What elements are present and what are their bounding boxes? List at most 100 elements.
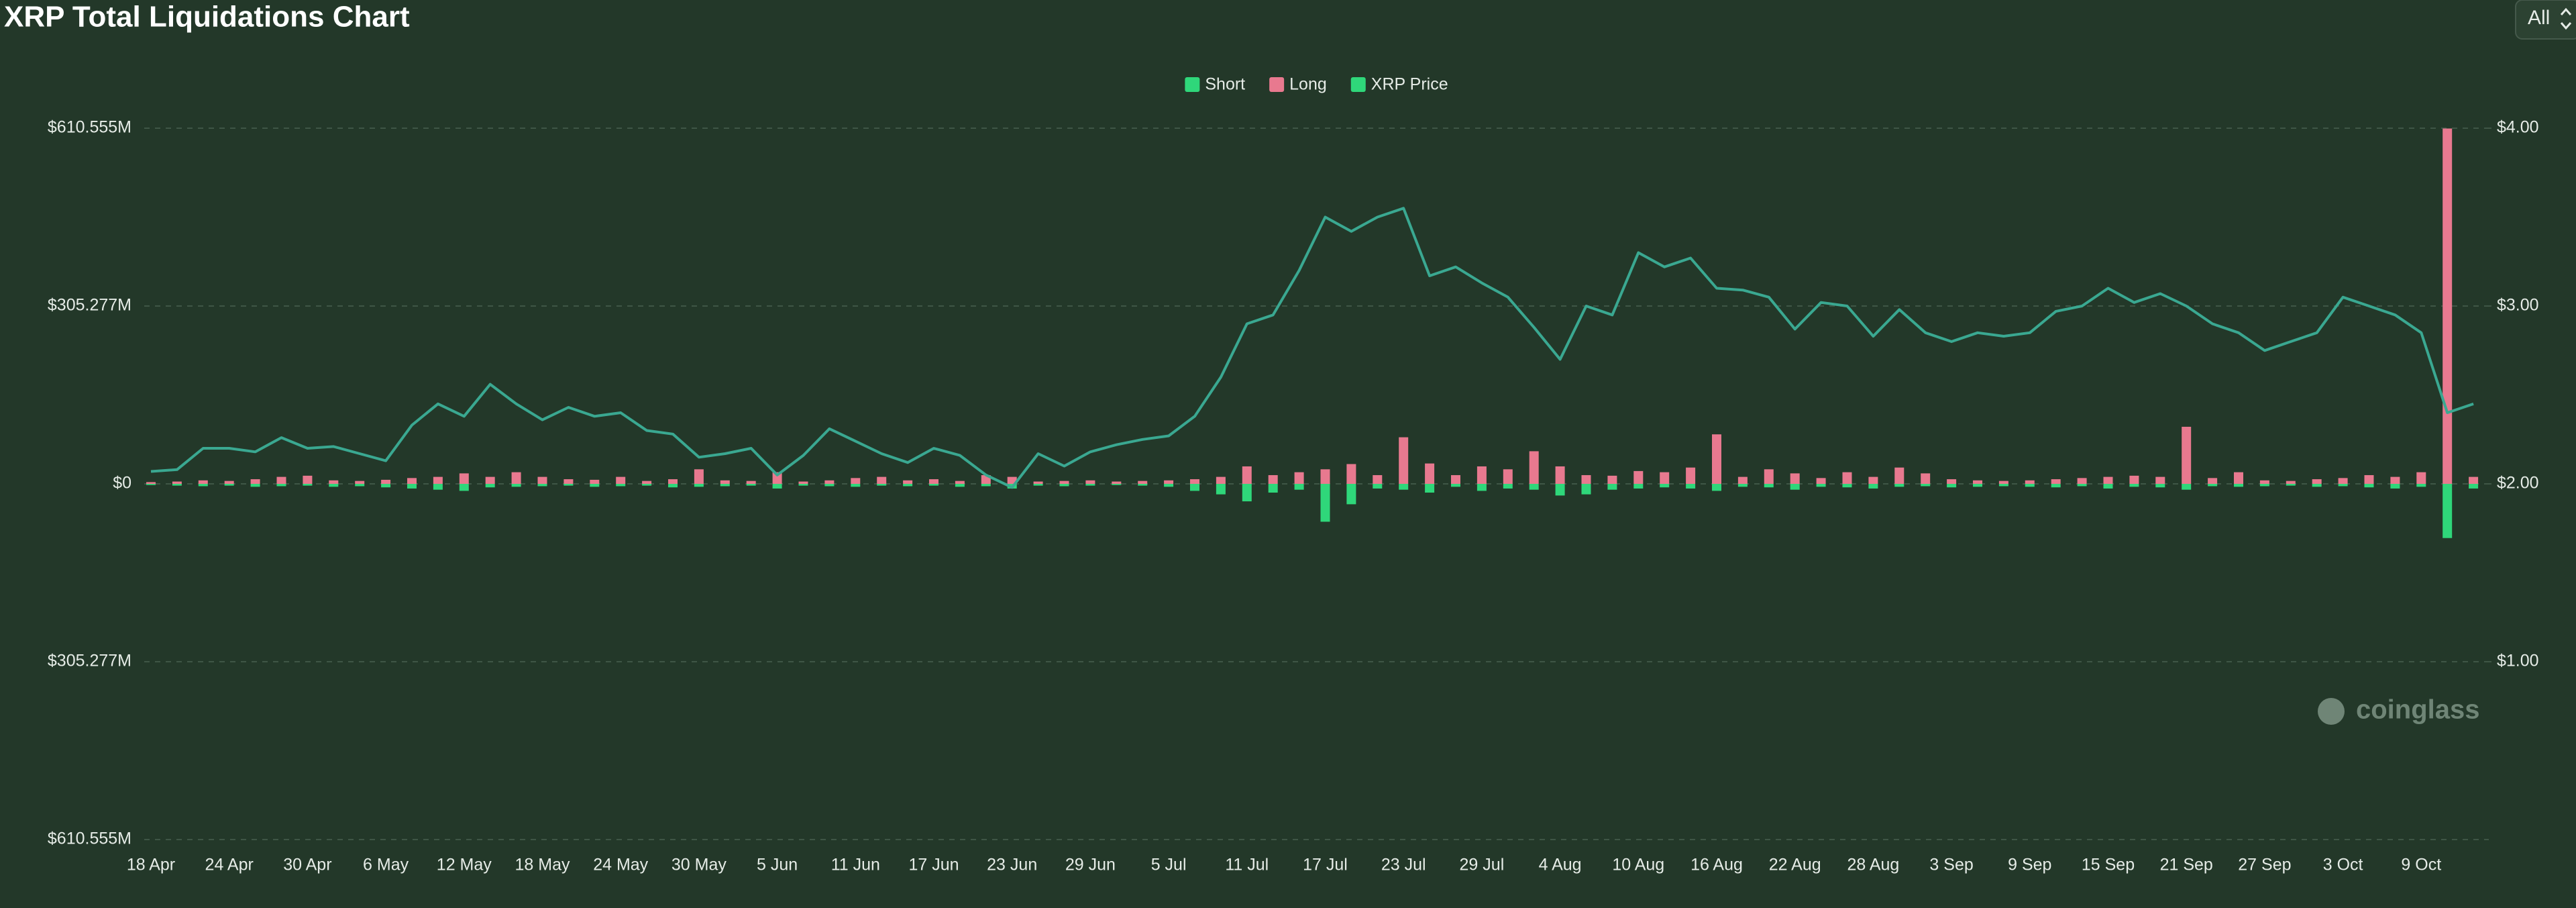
x-tick-label: 17 Jun [908,856,959,874]
bar [1555,466,1565,484]
bar [1998,481,2008,484]
bar [1138,484,1148,486]
bar [2364,474,2374,484]
bar [929,479,938,484]
bar [1581,474,1591,484]
watermark-icon [2318,698,2345,725]
bar [1268,474,1278,484]
legend-swatch [1269,77,1285,92]
bar [1816,484,1826,487]
bar [1712,434,1721,484]
bar [2416,472,2426,484]
bar [2259,484,2269,487]
bar [1529,451,1539,484]
bar [1973,484,1982,487]
bar [616,476,626,484]
legend-label: XRP Price [1371,75,1448,94]
bar [798,481,808,484]
bar [329,484,339,487]
bar [642,484,652,486]
bar [250,484,260,487]
bar [668,484,678,488]
bar [1816,478,1826,484]
bar [146,484,156,485]
bar [2390,476,2400,484]
legend-swatch [1350,77,1366,92]
bar [1268,484,1278,493]
bar [720,484,730,487]
bar [1712,484,1721,491]
x-tick-label: 3 Oct [2323,856,2363,874]
bar [1842,484,1852,488]
bar [381,484,391,488]
bar [2051,484,2061,488]
bar [851,478,861,484]
bar [2312,479,2322,484]
bar [224,481,234,484]
x-tick-label: 27 Sep [2238,856,2291,874]
bar [616,484,626,487]
bar [772,472,782,484]
bar [1503,469,1513,484]
legend: Short Long XRP Price [1185,75,1448,94]
bar [824,480,835,484]
bar [903,484,913,487]
bar [198,480,208,484]
bar [1425,463,1435,484]
legend-swatch [1185,77,1200,92]
bar [1451,474,1460,484]
x-tick-label: 11 Jul [1225,856,1269,874]
bar [1686,484,1696,489]
bar [1373,474,1383,484]
y2-tick-label: $2.00 [2497,474,2539,493]
bar [459,473,469,484]
bar [303,484,313,486]
x-tick-label: 21 Sep [2160,856,2213,874]
bar [2234,472,2243,484]
bar [1737,484,1748,487]
bar [459,484,469,491]
bar [2051,479,2061,484]
range-selector-box[interactable] [2515,0,2576,40]
bar [407,478,417,484]
bar [694,469,704,484]
bar [1112,484,1122,485]
bar [329,480,339,484]
x-tick-label: 3 Sep [1929,856,1973,874]
range-selector-chevron[interactable] [2560,7,2572,30]
bar [1007,476,1017,484]
bar [877,476,887,484]
bar [798,484,808,486]
bar [1790,473,1800,484]
bar [433,476,443,484]
bar [1921,473,1931,484]
bar [1947,484,1957,488]
bar [172,484,182,486]
bar [2390,484,2400,489]
y-tick-label: $610.555M [48,118,131,137]
bar [1998,484,2008,487]
bar [2469,484,2479,489]
range-selector-label[interactable]: All [2528,7,2550,29]
bar [224,484,234,486]
bar [746,481,756,484]
bar [590,484,600,487]
x-tick-label: 30 Apr [283,856,331,874]
bar [2025,484,2035,487]
bar [1320,484,1330,522]
x-tick-label: 29 Jul [1460,856,1505,874]
range-selector[interactable]: All [2515,0,2576,40]
bar [772,484,782,489]
bar [1085,484,1095,486]
bar [903,480,913,484]
y-tick-label: $0 [113,474,131,493]
bar [537,484,547,487]
bar [1894,467,1904,484]
bar [2208,484,2218,487]
bar [2312,484,2322,487]
bar [355,481,365,484]
bar [824,484,835,487]
bar [1320,469,1330,484]
bar [1633,470,1644,484]
